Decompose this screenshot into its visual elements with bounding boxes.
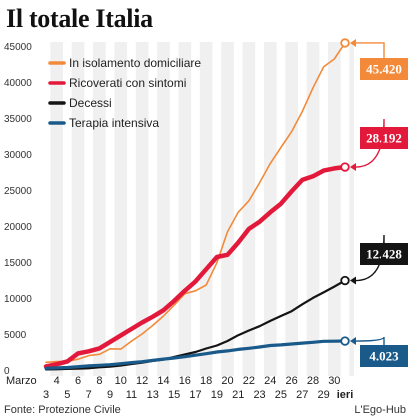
x-tick-label: 11 [126, 389, 137, 401]
x-tick-label: 25 [275, 389, 287, 401]
x-tick-label: 13 [147, 389, 159, 401]
x-month-label: Marzo [6, 375, 37, 387]
x-band [233, 42, 243, 376]
callout-connector [354, 42, 385, 58]
series-endpoint [340, 38, 350, 48]
x-band [255, 42, 264, 376]
series-endpoint [340, 336, 350, 346]
callout-arrowhead [350, 38, 356, 47]
x-band [340, 42, 350, 376]
y-tick-label: 20000 [4, 222, 32, 233]
credit-note: L'Ego-Hub [354, 404, 406, 416]
y-tick-labels: 0 5000 10000 15000 20000 25000 30000 35000 40000… [4, 42, 32, 377]
x-tick-label: 26 [285, 375, 297, 387]
callout-connector [355, 234, 385, 282]
callout-arrowhead [350, 337, 356, 346]
x-tick-label: 5 [64, 389, 70, 401]
series-line [43, 164, 348, 369]
callout-box [360, 243, 408, 265]
x-tick-label: 18 [200, 375, 212, 387]
x-band [84, 42, 94, 376]
legend-label: Ricoverati con sintomi [69, 76, 186, 90]
series-line [44, 339, 347, 370]
legend-label: In isolamento domiciliare [69, 56, 201, 70]
y-tick-label: 15000 [4, 258, 32, 269]
x-tick-label: 17 [189, 389, 201, 401]
callout-box [360, 58, 408, 80]
y-tick-label: 25000 [4, 186, 32, 197]
x-tick-label: 6 [75, 375, 81, 387]
x-band [191, 42, 200, 376]
series-line [45, 42, 346, 364]
x-tick-label: 8 [96, 375, 102, 387]
callout-value: 28.192 [366, 131, 402, 146]
callout-value: 12.428 [366, 247, 402, 262]
x-tick-label: 19 [211, 389, 223, 401]
callout-connector [355, 118, 385, 168]
x-band [63, 42, 72, 376]
y-tick-label: 35000 [4, 114, 32, 125]
x-band [148, 42, 158, 376]
x-tick-label: 10 [115, 375, 127, 387]
x-tick-label: 30 [328, 375, 340, 387]
x-band [276, 42, 286, 376]
callout-box [360, 345, 408, 367]
series-endpoint [340, 162, 350, 172]
x-tick-label: 29 [318, 389, 330, 401]
x-tick-label: 28 [307, 375, 319, 387]
x-tick-label: 9 [107, 389, 113, 401]
y-tick-label: 5000 [4, 330, 27, 341]
y-tick-label: 10000 [4, 294, 32, 305]
x-band [41, 42, 51, 376]
legend: In isolamento domiciliare Ricoverati con … [48, 56, 201, 130]
x-band [319, 42, 328, 376]
x-tick-label: 3 [43, 389, 49, 401]
legend-label: Terapia intensiva [69, 116, 159, 130]
x-band [127, 42, 136, 376]
series-lines [43, 42, 348, 371]
series-endpoints [340, 38, 350, 346]
x-tick-label: 27 [296, 389, 308, 401]
callout-arrowhead [350, 276, 356, 285]
x-tick-label: 16 [179, 375, 191, 387]
x-band [212, 42, 222, 376]
chart-title: Il totale Italia [6, 4, 153, 33]
x-tick-label: 21 [232, 389, 244, 401]
x-tick-label: 24 [264, 375, 276, 387]
legend-label: Decessi [69, 96, 112, 110]
x-tick-label: 22 [243, 375, 255, 387]
y-tick-label: 40000 [4, 78, 32, 89]
series-endpoint [340, 275, 350, 286]
callout-arrowhead [350, 163, 356, 172]
x-tick-label: 14 [157, 375, 169, 387]
callout-connector [355, 336, 385, 345]
x-tick-label: 23 [253, 389, 265, 401]
x-tick-label: ieri [337, 389, 354, 401]
x-tick-label: 4 [54, 375, 60, 387]
x-tick-label: 7 [86, 389, 92, 401]
callout-box [360, 127, 408, 149]
y-tick-label: 30000 [4, 150, 32, 161]
x-bands [41, 42, 350, 376]
x-tick-label: 12 [136, 375, 148, 387]
y-tick-label: 0 [4, 366, 10, 377]
end-value-callouts: 45.420 28.192 12.428 4.023 [350, 38, 408, 367]
x-band [105, 42, 115, 376]
y-tick-label: 45000 [4, 42, 32, 53]
x-band [297, 42, 307, 376]
x-tick-label: 15 [168, 389, 180, 401]
callout-value: 45.420 [366, 62, 402, 77]
callout-value: 4.023 [369, 349, 399, 364]
series-line [44, 279, 347, 371]
source-note: Fonte: Protezione Civile [4, 404, 121, 416]
x-tick-label: 20 [221, 375, 233, 387]
x-band [169, 42, 179, 376]
